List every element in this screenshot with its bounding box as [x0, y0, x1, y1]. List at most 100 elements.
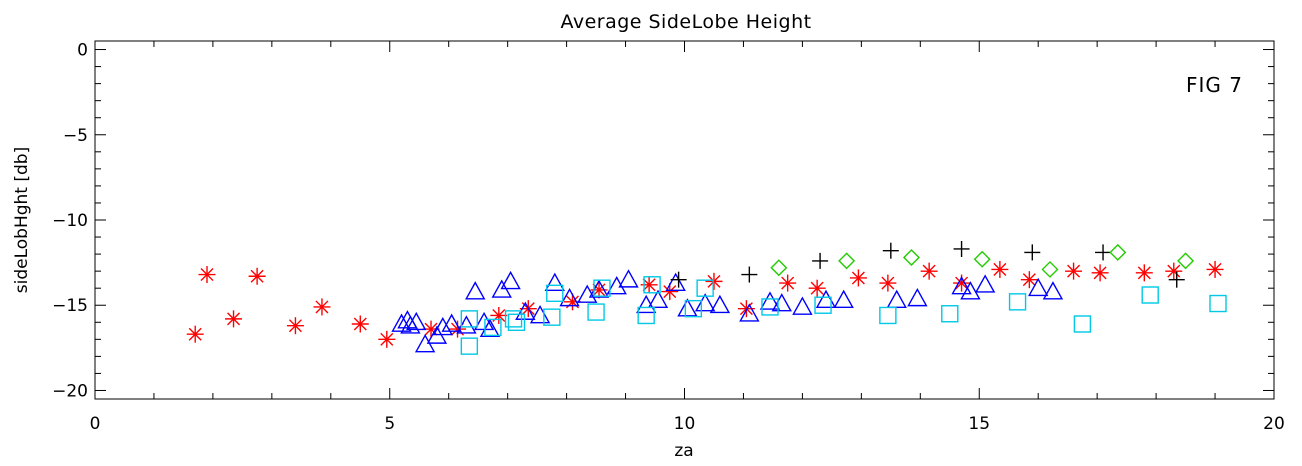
triangle-marker	[618, 269, 639, 288]
asterisk-marker	[198, 266, 216, 284]
plus-marker	[1095, 244, 1112, 261]
triangle-marker	[544, 272, 565, 291]
asterisk-marker	[920, 262, 938, 280]
square-marker	[587, 303, 605, 321]
asterisk-marker	[640, 276, 658, 294]
triangle-marker	[465, 281, 486, 300]
asterisk-marker	[705, 272, 723, 290]
triangle-marker	[974, 274, 996, 293]
asterisk-marker	[808, 279, 826, 297]
triangle-marker	[907, 287, 928, 307]
x-tick-label: 15	[968, 414, 990, 434]
square-marker	[637, 306, 655, 325]
chart-title: Average SideLobe Height	[560, 11, 811, 33]
asterisk-marker	[490, 306, 508, 324]
square-marker	[1073, 315, 1092, 333]
y-tick-label: −10	[52, 211, 88, 231]
plus-marker	[953, 240, 970, 257]
plus-marker	[1024, 244, 1041, 261]
diamond-marker	[838, 252, 856, 270]
asterisk-marker	[186, 325, 204, 343]
triangle-marker	[665, 272, 686, 291]
asterisk-marker	[1091, 264, 1109, 282]
asterisk-marker	[351, 315, 369, 333]
figure-annotation: FIG 7	[1186, 73, 1243, 97]
square-marker	[643, 276, 661, 294]
triangle-marker	[886, 289, 907, 309]
square-marker	[460, 310, 479, 328]
square-marker	[484, 318, 502, 337]
plus-marker	[1168, 271, 1185, 288]
asterisk-marker	[378, 330, 396, 348]
square-marker	[761, 298, 779, 316]
triangle-marker	[406, 311, 427, 331]
square-marker	[507, 313, 526, 331]
x-tick-label: 10	[674, 414, 696, 434]
triangle-marker	[759, 291, 781, 310]
triangle-marker	[1028, 277, 1049, 297]
asterisk-marker	[879, 274, 897, 292]
plot-frame	[94, 40, 1275, 400]
diamond-marker	[973, 250, 991, 268]
y-tick-label: −5	[63, 126, 88, 146]
y-tick-label: 0	[77, 41, 88, 61]
triangle-marker	[1042, 281, 1064, 300]
asterisk-marker	[225, 310, 243, 328]
triangle-marker	[694, 293, 716, 312]
diamond-marker	[1109, 243, 1127, 261]
triangle-marker	[500, 270, 521, 290]
plus-marker	[670, 271, 687, 288]
y-axis: 0 −5 −10 −15 −20	[52, 41, 1274, 401]
square-marker	[504, 310, 523, 328]
triangle-marker	[635, 294, 657, 314]
triangle-marker	[400, 315, 421, 334]
y-tick-label: −15	[52, 296, 88, 316]
data-markers	[186, 240, 1227, 355]
square-marker	[879, 306, 897, 325]
square-marker	[593, 279, 611, 297]
triangle-marker	[709, 294, 731, 314]
triangle-marker	[792, 296, 813, 315]
plus-marker	[741, 266, 758, 283]
diamond-marker	[1041, 260, 1059, 278]
square-marker	[460, 337, 479, 355]
triangle-marker	[739, 303, 760, 322]
triangle-marker	[529, 305, 551, 324]
square-marker	[684, 299, 703, 318]
triangle-marker	[647, 289, 669, 309]
square-marker	[941, 305, 959, 323]
triangle-marker	[951, 276, 972, 295]
x-tick-label: 20	[1263, 414, 1285, 434]
triangle-marker	[815, 289, 837, 309]
asterisk-marker	[1165, 262, 1183, 280]
triangle-marker	[833, 289, 854, 309]
asterisk-marker	[313, 298, 331, 316]
asterisk-marker	[991, 260, 1009, 278]
y-tick-label: −20	[52, 381, 88, 401]
square-marker	[1209, 294, 1227, 313]
diamond-marker	[902, 249, 920, 266]
diamond-marker	[770, 259, 788, 277]
square-marker	[546, 284, 564, 303]
x-tick-label: 5	[384, 414, 395, 434]
triangle-marker	[432, 316, 453, 336]
diamond-marker	[1177, 252, 1195, 270]
asterisk-marker	[248, 267, 266, 285]
asterisk-marker	[1135, 264, 1153, 282]
plus-marker	[812, 252, 829, 269]
asterisk-marker	[1020, 271, 1038, 289]
x-tick-label: 0	[90, 414, 101, 434]
asterisk-marker	[1206, 260, 1224, 278]
x-axis-label: za	[674, 441, 693, 461]
asterisk-marker	[286, 317, 304, 335]
plus-marker	[882, 242, 899, 259]
x-axis: 0 5 10 15 20	[90, 41, 1285, 434]
triangle-marker	[771, 293, 792, 312]
asterisk-marker	[779, 274, 797, 292]
square-marker	[543, 308, 561, 326]
square-marker	[696, 279, 714, 297]
asterisk-marker	[1065, 262, 1083, 280]
y-axis-label: sideLobHght [db]	[12, 147, 32, 293]
square-marker	[814, 296, 832, 314]
